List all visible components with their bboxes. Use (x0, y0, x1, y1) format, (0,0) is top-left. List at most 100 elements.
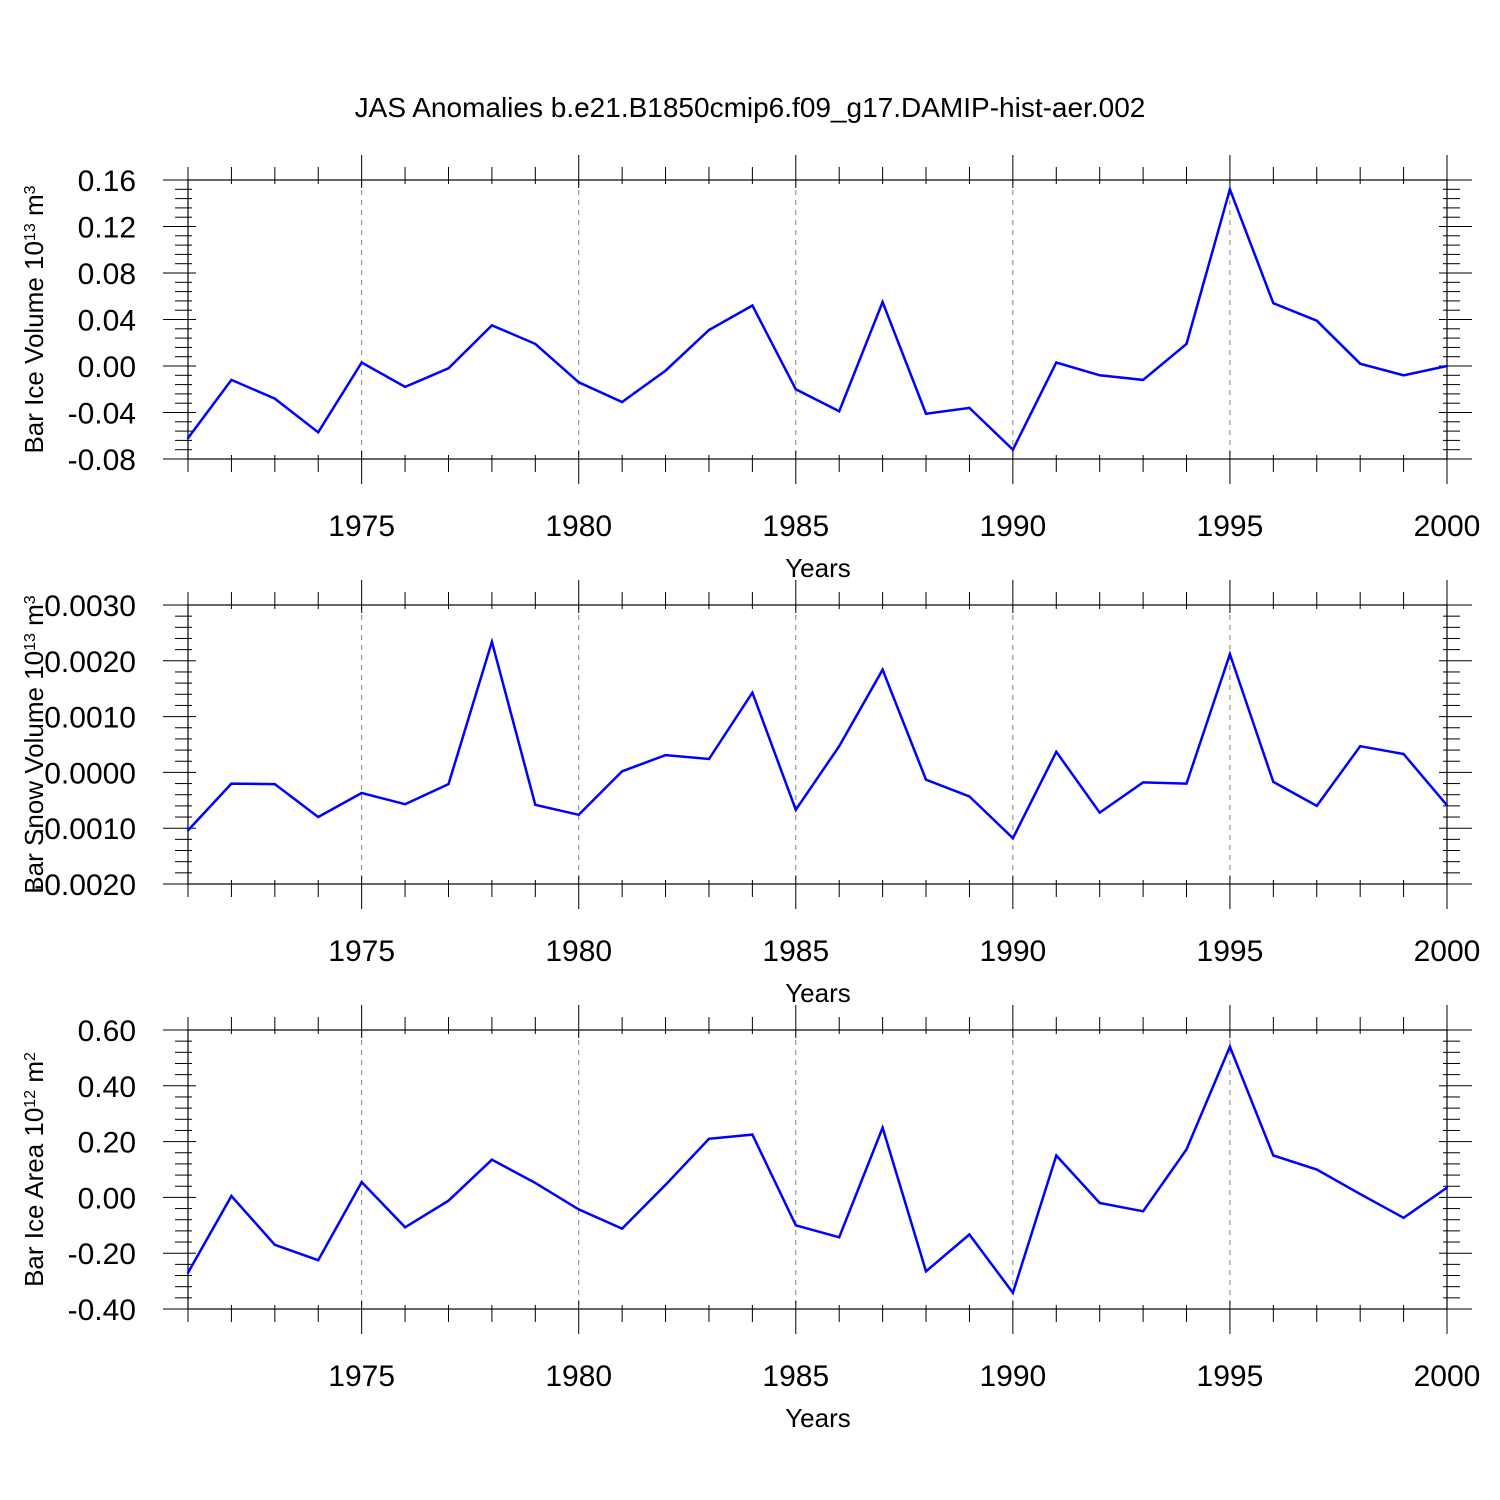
data-point (1141, 378, 1145, 382)
data-point (924, 1270, 928, 1273)
y-tick-label: -0.04 (68, 398, 136, 431)
data-point (1185, 1148, 1188, 1151)
data-point (273, 397, 277, 400)
y-tick-label: 0.0020 (44, 646, 136, 679)
y-tick-label: -0.0020 (34, 869, 136, 902)
x-tick-label: 1980 (545, 1360, 612, 1393)
data-point (838, 1236, 841, 1239)
data-point (1358, 1192, 1362, 1196)
data-point (534, 342, 537, 346)
data-point (1315, 1168, 1318, 1171)
y-axis-label: Bar Ice Area 1012 m2 (19, 1052, 49, 1287)
data-point (924, 778, 928, 781)
x-tick-label: 1975 (328, 1360, 395, 1393)
data-point (360, 1180, 363, 1184)
y-axis-label-part: Bar Ice Area 10 (19, 1108, 49, 1287)
y-tick-label: 0.04 (78, 305, 136, 338)
data-point (968, 406, 971, 410)
data-point (1011, 1291, 1015, 1295)
y-axis-label-superscript: 13 (22, 223, 39, 241)
x-tick-label: 1985 (762, 935, 829, 968)
data-point (230, 378, 233, 382)
data-point (751, 1133, 754, 1136)
data-point (751, 691, 754, 694)
x-tick-label: 1995 (1197, 510, 1264, 543)
data-point (577, 813, 580, 817)
data-point (881, 1126, 884, 1129)
series-line (187, 637, 1448, 841)
y-tick-label: -0.08 (68, 444, 136, 477)
data-point (273, 1243, 277, 1247)
y-tick-label: 0.12 (78, 212, 136, 245)
data-point (577, 381, 580, 384)
data-point (447, 782, 450, 786)
data-point (403, 1226, 407, 1229)
data-point (490, 324, 494, 327)
y-tick-label: -0.0010 (34, 813, 136, 846)
data-point (707, 1137, 711, 1141)
x-tick-label: 1990 (979, 935, 1046, 968)
data-point (186, 436, 190, 440)
plot-frame (187, 604, 1448, 885)
y-axis-label-superscript: 3 (22, 185, 39, 194)
data-point (230, 1194, 233, 1198)
data-point (1358, 362, 1362, 365)
panel-2: -0.0020 -0.0010 0.0000 0.0010 0.0020 0.0030 19… (19, 580, 1480, 1008)
data-point (1011, 448, 1015, 451)
data-point (794, 1224, 797, 1227)
y-axis-label: Bar Ice Volume 1013 m3 (19, 185, 49, 453)
data-point (968, 1233, 971, 1236)
y-tick-label: 0.08 (78, 258, 136, 291)
data-point (534, 803, 537, 806)
x-tick-label: 1985 (762, 1360, 829, 1393)
y-tick-label: 0.0010 (44, 702, 136, 735)
x-tick-label: 1995 (1197, 1360, 1264, 1393)
y-tick-label: 0.0030 (44, 590, 136, 623)
y-tick-label: 0.20 (78, 1127, 136, 1160)
data-point (1228, 1045, 1232, 1048)
y-axis-label-part: m (19, 194, 49, 223)
y-tick-label: 0.40 (78, 1071, 136, 1104)
data-point (186, 1271, 190, 1274)
data-point (838, 410, 841, 413)
data-point (317, 431, 320, 434)
series-line (186, 185, 1448, 452)
y-tick-label: 0.60 (78, 1015, 136, 1048)
y-tick-label: -0.20 (68, 1238, 136, 1271)
x-axis-label: Years (785, 978, 851, 1008)
x-axis-label: Years (785, 553, 851, 583)
y-axis-label-superscript: 3 (22, 595, 39, 604)
data-point (838, 744, 841, 748)
y-axis-label: Bar Snow Volume 1013 m3 (19, 595, 49, 894)
data-point (1315, 804, 1318, 808)
data-point (1185, 782, 1188, 785)
y-axis-label-superscript: 12 (22, 1090, 39, 1108)
data-point (447, 367, 450, 370)
data-point (1011, 837, 1015, 840)
data-point (924, 412, 928, 415)
data-point (794, 808, 797, 811)
y-axis-label-part: Bar Ice Volume 10 (19, 241, 49, 453)
data-point (1185, 342, 1188, 346)
data-point (1445, 804, 1449, 807)
data-point (1098, 811, 1101, 814)
data-point (1055, 1154, 1058, 1157)
data-point (403, 803, 407, 806)
y-tick-label: 0.00 (78, 351, 136, 384)
y-axis-label-superscript: 13 (22, 633, 39, 651)
x-axis-label: Years (785, 1403, 851, 1433)
data-point (881, 668, 884, 671)
data-point (620, 1227, 624, 1230)
data-point (968, 795, 971, 798)
data-point (1141, 1210, 1145, 1213)
data-point (360, 791, 363, 795)
data-point (1402, 374, 1405, 377)
data-point (577, 1208, 580, 1211)
x-tick-label: 2000 (1414, 510, 1481, 543)
data-point (1228, 188, 1232, 191)
y-tick-label: 0.0000 (44, 757, 136, 790)
data-point (751, 304, 754, 307)
data-point (534, 1181, 537, 1185)
panel-1: -0.08 -0.04 0.00 0.04 0.08 0.12 0.16 1975 1980 19… (19, 155, 1480, 583)
y-tick-label: -0.40 (68, 1294, 136, 1327)
